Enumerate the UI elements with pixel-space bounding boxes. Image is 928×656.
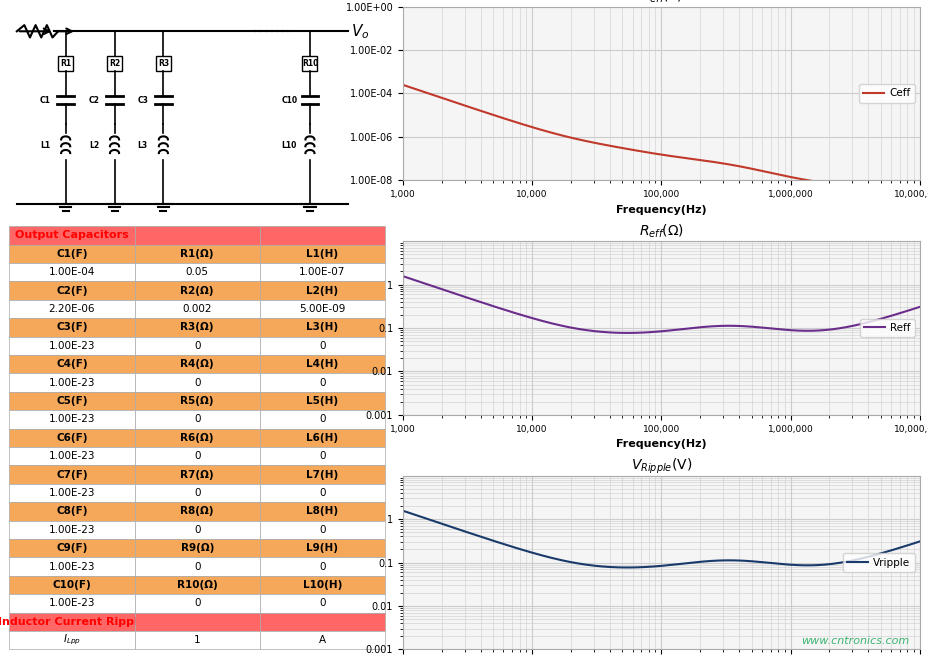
Text: L10: L10	[281, 141, 297, 150]
Bar	[58, 56, 73, 72]
Title: $R_{eff}$(Ω): $R_{eff}$(Ω)	[638, 222, 683, 240]
Vripple	[621, 564, 632, 571]
Reff	[898, 308, 909, 316]
Text: C10: C10	[281, 96, 297, 105]
Text: L3: L3	[137, 141, 148, 150]
Reff	[423, 281, 434, 289]
Legend: Vripple: Vripple	[842, 554, 913, 572]
X-axis label: Frequency(Hz): Frequency(Hz)	[615, 205, 706, 215]
Reff	[898, 308, 909, 316]
X-axis label: Frequency(Hz): Frequency(Hz)	[615, 439, 706, 449]
Vripple	[649, 562, 660, 570]
Title: $V_{Ripple}$(V): $V_{Ripple}$(V)	[630, 457, 691, 476]
Reff	[649, 328, 660, 336]
Vripple	[913, 537, 924, 545]
Ceff	[634, 148, 645, 155]
Ceff	[898, 183, 909, 191]
Vripple	[898, 543, 909, 550]
Text: C1: C1	[40, 96, 50, 105]
Ceff	[804, 176, 815, 184]
Vripple	[423, 516, 434, 523]
Text: www.cntronics.com: www.cntronics.com	[800, 636, 909, 646]
Text: $V_o$: $V_o$	[351, 22, 369, 41]
Ceff	[913, 183, 924, 191]
Ceff	[648, 150, 659, 157]
Reff	[635, 329, 646, 337]
Bar	[107, 56, 122, 72]
Legend: Ceff: Ceff	[858, 84, 913, 102]
Bar	[303, 56, 317, 72]
Ceff	[397, 81, 408, 89]
Text: C3: C3	[137, 96, 148, 105]
Title: $C_{eff}$(F): $C_{eff}$(F)	[639, 0, 682, 5]
Text: L1: L1	[40, 141, 50, 150]
Line: Vripple: Vripple	[403, 511, 919, 567]
Text: R1: R1	[60, 59, 71, 68]
Text: L2: L2	[89, 141, 98, 150]
Ceff	[423, 90, 434, 98]
Text: C2: C2	[88, 96, 99, 105]
Reff	[397, 272, 408, 280]
Line: Ceff: Ceff	[403, 85, 919, 187]
Vripple	[898, 543, 909, 550]
Legend: Reff: Reff	[858, 319, 913, 337]
Reff	[804, 327, 815, 335]
Reff	[913, 303, 924, 311]
Vripple	[804, 562, 815, 569]
Vripple	[397, 507, 408, 515]
Line: Reff: Reff	[403, 276, 919, 333]
Vripple	[635, 564, 646, 571]
Bar	[156, 56, 171, 72]
Text: R10: R10	[302, 59, 317, 68]
Reff	[621, 329, 632, 337]
Text: R3: R3	[158, 59, 169, 68]
Text: R2: R2	[109, 59, 120, 68]
Ceff	[898, 183, 909, 191]
